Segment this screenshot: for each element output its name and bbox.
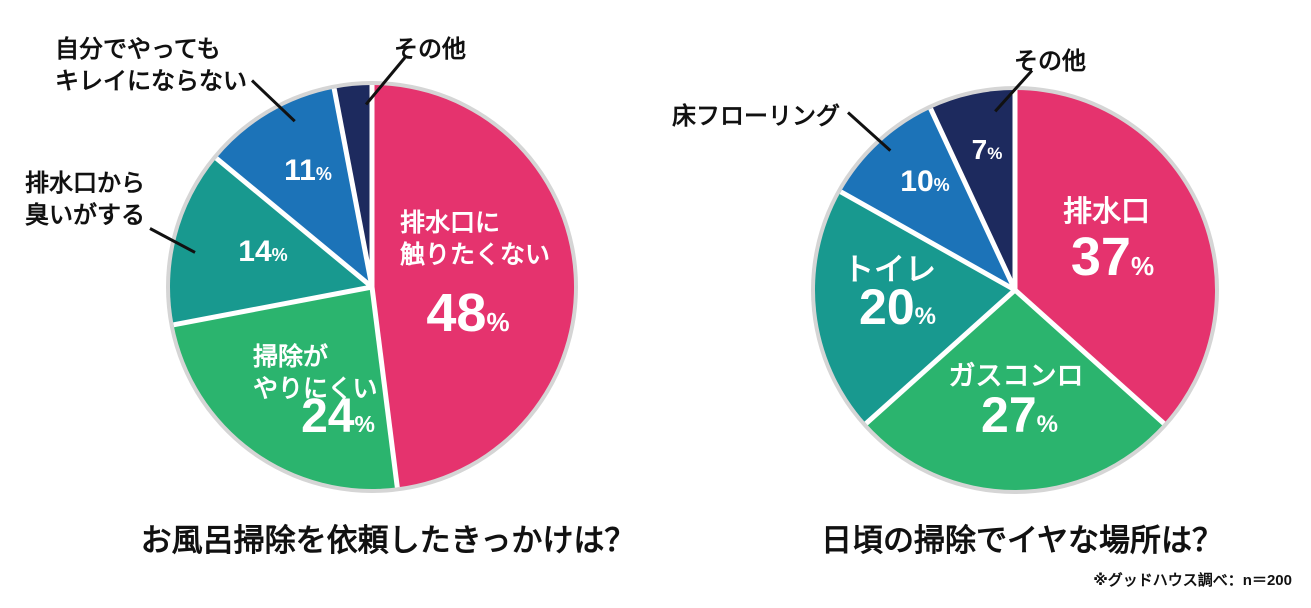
- pie-slice-0-0: [372, 85, 575, 488]
- pie-slice-gap: [369, 286, 400, 488]
- pct-unit: %: [315, 164, 332, 184]
- slice-label-line: やりにくい: [253, 375, 378, 403]
- pie-slice-gap: [331, 88, 375, 288]
- pie-slice-1-2: [814, 191, 1015, 424]
- slice-pct-self-clean: 11%: [248, 156, 368, 186]
- pie-chart-left: [166, 81, 578, 493]
- slice-pct-flooring: 10%: [865, 167, 985, 197]
- pct-value: 10: [900, 165, 934, 198]
- pie-slice-gap: [839, 189, 1017, 293]
- pie-slice-0-3: [216, 88, 372, 287]
- slice-label-gas-stove: ガスコンロ: [948, 354, 1084, 393]
- slice-label-line: 触りたくない: [400, 241, 551, 269]
- pie-slice-gap: [864, 288, 1017, 426]
- pct-unit: %: [486, 307, 510, 337]
- slice-label-line: 排水口: [1062, 196, 1150, 228]
- callout-line: 排水口から: [25, 170, 145, 197]
- callout-line: 床フローリング: [672, 103, 840, 130]
- pie-slice-gap: [1013, 288, 1166, 426]
- slice-label-line: ガスコンロ: [948, 361, 1084, 391]
- pct-value: 14: [238, 235, 272, 268]
- slice-label-drain-touch: 排水口に 触りたくない: [400, 207, 550, 271]
- chart-title-left: お風呂掃除を依頼したきっかけは？: [140, 523, 636, 558]
- survey-note: ※グッドハウス調べ：n＝200: [1093, 572, 1292, 589]
- slice-pct-gas-stove: 27%: [952, 390, 1087, 440]
- callout-self-clean: 自分でやっても キレイにならない: [55, 34, 247, 97]
- pct-unit: %: [1130, 251, 1155, 281]
- callout-line: その他: [394, 36, 466, 63]
- callout-other-right: その他: [1014, 41, 1086, 76]
- pie-slice-1-1: [866, 290, 1164, 491]
- pct-value: 27: [981, 387, 1037, 443]
- pie-chart-right: [811, 86, 1219, 494]
- slice-pct-drain-touch: 48%: [398, 286, 538, 340]
- slice-pct-hard-to-clean: 24%: [268, 393, 408, 441]
- pct-value: 37: [1070, 227, 1131, 287]
- pct-unit: %: [271, 245, 288, 265]
- pie-slice-0-1: [173, 287, 398, 490]
- callout-line: キレイにならない: [55, 67, 247, 95]
- pct-unit: %: [933, 175, 950, 195]
- slice-label-line: 掃除が: [253, 343, 329, 371]
- slice-pct-drain: 37%: [1045, 230, 1180, 284]
- pie-slice-gap: [214, 156, 374, 289]
- pct-unit: %: [987, 144, 1003, 163]
- callout-line: 自分でやっても: [55, 36, 221, 63]
- slice-pct-other-right: 7%: [927, 136, 1047, 164]
- pie-slice-1-3: [840, 108, 1015, 290]
- pct-value: 7: [971, 134, 988, 165]
- callout-line: 臭いがする: [25, 201, 145, 229]
- callout-drain-smell: 排水口から 臭いがする: [25, 168, 145, 231]
- slice-label-drain: 排水口: [1039, 188, 1174, 230]
- chart-title-right: 日頃の掃除でイヤな場所は？: [820, 523, 1224, 558]
- pct-value: 11: [284, 154, 316, 187]
- callout-line: その他: [1014, 48, 1086, 75]
- pct-unit: %: [354, 411, 375, 437]
- pie-slice-1-0: [1015, 89, 1216, 424]
- callout-flooring: 床フローリング: [672, 96, 840, 131]
- pct-unit: %: [914, 303, 936, 330]
- pct-value: 20: [859, 279, 915, 335]
- pie-slice-gap: [928, 107, 1018, 292]
- slice-label-line: 排水口に: [400, 209, 501, 237]
- pct-unit: %: [1036, 411, 1058, 438]
- slice-label-line: トイレ: [843, 252, 936, 287]
- pie-slice-gap: [173, 284, 373, 328]
- pct-value: 48: [426, 283, 487, 343]
- slice-label-toilet: トイレ: [822, 244, 957, 289]
- slice-pct-drain-smell: 14%: [203, 237, 323, 267]
- pie-slice-0-2: [170, 158, 372, 325]
- slice-label-hard-to-clean: 掃除が やりにくい: [253, 341, 378, 405]
- callout-other-left: その他: [394, 29, 466, 64]
- pct-value: 24: [301, 390, 355, 443]
- slice-pct-toilet: 20%: [830, 282, 965, 332]
